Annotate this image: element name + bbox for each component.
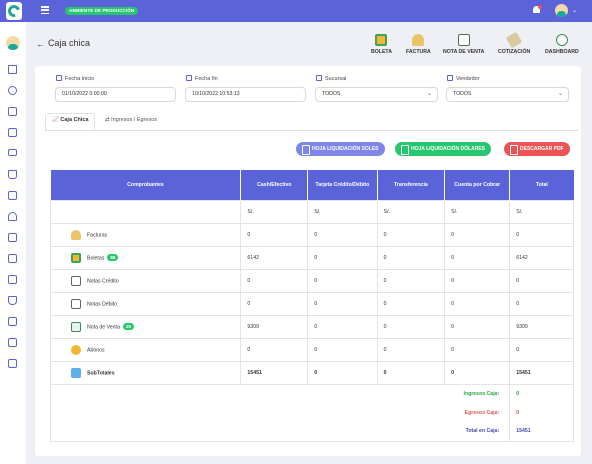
header-comprobantes: Comprobantes bbox=[50, 170, 242, 200]
tab-divider bbox=[45, 130, 578, 131]
nota-venta-icon bbox=[457, 34, 470, 46]
total-caja-row: Total en Caja: 15451 bbox=[49, 422, 574, 442]
fecha-fin-label: Fecha fin bbox=[186, 75, 218, 82]
table-row: Notas Crédito 0 0 0 0 0 bbox=[49, 268, 574, 293]
notification-bell-icon[interactable] bbox=[532, 5, 542, 15]
fecha-inicio-label: Fecha inicio bbox=[56, 75, 94, 82]
environment-badge: AMBIENTE DE PRODUCCIÓN bbox=[65, 7, 139, 15]
egresos-caja-row: Egresos Caja: 0 bbox=[49, 403, 574, 422]
user-icon[interactable] bbox=[8, 212, 17, 221]
dashboard-button[interactable]: DASHBOARD bbox=[545, 34, 579, 55]
row-label: Facturas bbox=[87, 231, 108, 238]
row-label: Boletas bbox=[87, 254, 105, 261]
building-icon[interactable] bbox=[8, 254, 17, 263]
table-row: Nota de Venta 25 9309 0 0 0 9309 bbox=[49, 314, 574, 339]
table-icon[interactable] bbox=[8, 338, 17, 347]
abonos-icon bbox=[71, 344, 81, 355]
credit-card-icon[interactable] bbox=[8, 149, 17, 156]
subtotals-row: SubTotales 15451 0 0 0 15451 bbox=[49, 360, 574, 385]
chevron-down-icon[interactable]: ⌄ bbox=[572, 8, 578, 14]
clipboard-icon[interactable] bbox=[8, 275, 17, 284]
back-arrow-icon[interactable]: ← bbox=[36, 39, 45, 49]
document-edit-icon[interactable] bbox=[8, 107, 17, 116]
calendar-icon bbox=[186, 75, 192, 81]
receipt-icon[interactable] bbox=[8, 191, 17, 200]
user-avatar[interactable] bbox=[555, 4, 568, 17]
fecha-inicio-input[interactable]: 01/10/2022 0:00:00 bbox=[55, 87, 176, 102]
factura-button[interactable]: FACTURA bbox=[406, 34, 431, 55]
factura-icon bbox=[71, 229, 81, 240]
menu-toggle-icon[interactable] bbox=[41, 6, 49, 14]
count-badge: 25 bbox=[122, 322, 134, 330]
nota-credito-icon bbox=[71, 275, 81, 286]
user-icon bbox=[447, 75, 453, 81]
row-label: Nota de Venta bbox=[87, 323, 120, 330]
hoja-liquidacion-dolares-button[interactable]: HOJA LIQUIDACIÓN DÓLARES bbox=[395, 142, 491, 156]
subtotal-icon bbox=[71, 367, 81, 378]
currency-row: S/. S/. S/. S/. S/. bbox=[49, 199, 574, 224]
row-label: Abonos bbox=[87, 346, 105, 353]
chart-icon: 📈 bbox=[52, 117, 59, 123]
chevron-down-icon: ⌄ bbox=[426, 91, 432, 97]
dashboard-icon bbox=[555, 34, 568, 46]
home-icon[interactable] bbox=[8, 65, 17, 74]
table-row: Boletas 86 6142 0 0 0 6142 bbox=[49, 245, 574, 270]
row-label: Notas Crédito bbox=[87, 277, 119, 284]
vendedor-select[interactable]: TODOS ⌄ bbox=[446, 87, 569, 102]
calendar-icon bbox=[56, 75, 62, 81]
header-total: Total bbox=[509, 170, 574, 200]
boleta-icon bbox=[71, 252, 81, 263]
nota-venta-icon bbox=[71, 321, 81, 332]
bag-icon[interactable] bbox=[8, 170, 17, 179]
top-navbar: AMBIENTE DE PRODUCCIÓN ⌄ bbox=[0, 0, 592, 22]
report-icon[interactable] bbox=[8, 317, 17, 326]
document-list-icon[interactable] bbox=[8, 128, 17, 137]
boleta-icon bbox=[375, 34, 388, 46]
fecha-fin-input[interactable]: 10/10/2022 10:53:13 bbox=[185, 87, 306, 102]
vendedor-label: Vendedor bbox=[447, 75, 480, 82]
sucursal-select[interactable]: TODOS ⌄ bbox=[315, 87, 438, 102]
descargar-pdf-button[interactable]: DESCARGAR PDF bbox=[504, 142, 570, 156]
boleta-button[interactable]: BOLETA bbox=[371, 34, 392, 55]
sidebar-avatar bbox=[6, 36, 20, 50]
table-header-row: Comprobantes Cash/Efectivo Tarjeta Crédi… bbox=[50, 170, 574, 200]
header-tarjeta: Tarjeta Crédito/Débito bbox=[307, 170, 378, 200]
main-content: ← Caja chica BOLETA FACTURA NOTA DE VENT… bbox=[26, 22, 592, 464]
table-row: Abonos 0 0 0 0 0 bbox=[49, 337, 574, 362]
tab-caja-chica[interactable]: 📈 Caja Chica bbox=[52, 117, 89, 123]
table-row: Facturas 0 0 0 0 0 bbox=[49, 222, 574, 247]
nota-debito-icon bbox=[71, 298, 81, 309]
row-label: Notas Débito bbox=[87, 300, 117, 307]
row-label: SubTotales bbox=[87, 369, 115, 376]
app-logo[interactable] bbox=[5, 2, 23, 20]
header-cuenta-cobrar: Cuenta por Cobrar bbox=[444, 170, 511, 200]
nota-de-venta-button[interactable]: NOTA DE VENTA bbox=[443, 34, 484, 55]
cotizacion-button[interactable]: COTIZACIÓN bbox=[498, 31, 530, 55]
settings-icon[interactable] bbox=[8, 86, 17, 95]
caja-chica-table: Comprobantes Cash/Efectivo Tarjeta Crédi… bbox=[49, 170, 574, 442]
logout-icon[interactable] bbox=[8, 359, 17, 368]
tab-ingresos-egresos[interactable]: ⇄ Ingresos / Egresos bbox=[105, 117, 157, 123]
chevron-down-icon: ⌄ bbox=[557, 91, 563, 97]
header-cash: Cash/Efectivo bbox=[240, 170, 309, 200]
sucursal-label: Sucursal bbox=[316, 75, 346, 82]
sidebar bbox=[0, 22, 26, 464]
page-title: Caja chica bbox=[48, 38, 91, 48]
table-row: Notas Débito 0 0 0 0 0 bbox=[49, 291, 574, 316]
cart-icon[interactable] bbox=[8, 296, 17, 305]
cotizacion-icon bbox=[505, 31, 523, 49]
ingresos-caja-row: Ingresos Caja: 0 bbox=[49, 384, 574, 403]
store-icon bbox=[316, 75, 322, 81]
count-badge: 86 bbox=[107, 253, 119, 261]
factura-icon bbox=[412, 34, 425, 46]
hoja-liquidacion-soles-button[interactable]: HOJA LIQUIDACIÓN SOLES bbox=[296, 142, 385, 156]
header-transferencia: Transferencia bbox=[377, 170, 446, 200]
swap-icon: ⇄ bbox=[105, 117, 110, 123]
file-icon[interactable] bbox=[8, 233, 17, 242]
